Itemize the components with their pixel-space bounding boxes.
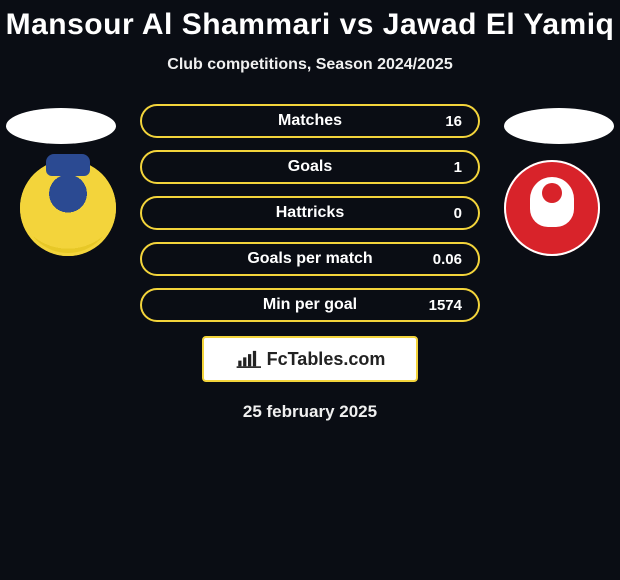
stat-row-matches: Matches 16 <box>140 104 480 138</box>
stat-label: Matches <box>278 112 342 130</box>
stat-row-hattricks: Hattricks 0 <box>140 196 480 230</box>
stat-row-goals: Goals 1 <box>140 150 480 184</box>
stat-value: 1 <box>454 159 462 176</box>
comparison-panel: Matches 16 Goals 1 Hattricks 0 Goals per… <box>0 104 620 422</box>
chart-icon <box>235 348 261 370</box>
brand-text: FcTables.com <box>267 349 386 370</box>
right-ellipse <box>504 108 614 144</box>
stat-value: 1574 <box>429 297 462 314</box>
right-club-badge <box>504 160 600 256</box>
stat-label: Goals per match <box>247 250 372 268</box>
stat-rows: Matches 16 Goals 1 Hattricks 0 Goals per… <box>140 104 480 322</box>
stat-row-mpg: Min per goal 1574 <box>140 288 480 322</box>
subtitle: Club competitions, Season 2024/2025 <box>0 56 620 74</box>
stat-value: 0 <box>454 205 462 222</box>
left-ellipse <box>6 108 116 144</box>
stat-value: 16 <box>445 113 462 130</box>
brand-box[interactable]: FcTables.com <box>202 336 418 382</box>
right-badge-inner <box>530 177 574 227</box>
left-club-badge <box>20 160 116 256</box>
stat-label: Min per goal <box>263 296 357 314</box>
stat-row-gpm: Goals per match 0.06 <box>140 242 480 276</box>
stat-label: Hattricks <box>276 204 344 222</box>
stat-label: Goals <box>288 158 332 176</box>
page-title: Mansour Al Shammari vs Jawad El Yamiq <box>0 0 620 42</box>
date-text: 25 february 2025 <box>0 402 620 422</box>
stat-value: 0.06 <box>433 251 462 268</box>
